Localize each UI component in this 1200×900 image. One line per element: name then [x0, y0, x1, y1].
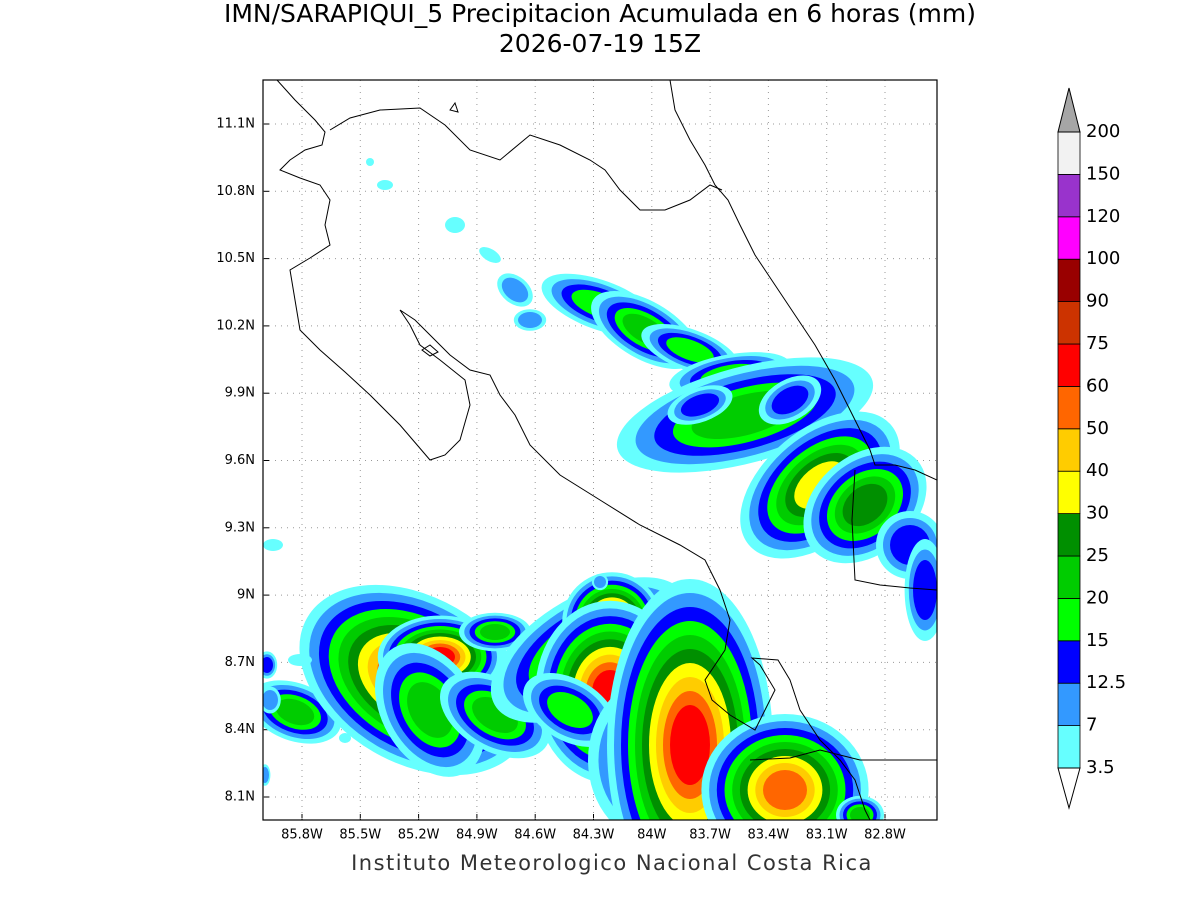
colorbar-label: 3.5: [1086, 757, 1115, 778]
colorbar-box: [1057, 428, 1081, 472]
rain-area: [913, 560, 937, 620]
colorbar-box: [1057, 216, 1081, 260]
colorbar-box: [1057, 682, 1081, 727]
lat-tick-label: 8.4N: [225, 722, 255, 737]
colorbar-box: [1057, 385, 1081, 430]
rain-area: [518, 312, 542, 328]
colorbar-box: [1057, 725, 1081, 769]
lat-tick-label: 9.9N: [225, 386, 255, 401]
colorbar-label: 30: [1086, 503, 1109, 524]
colorbar-box: [1057, 258, 1081, 303]
rain-area: [263, 539, 283, 551]
coastlines: [276, 80, 937, 820]
lat-tick-label: 9.6N: [225, 453, 255, 468]
colorbar-label: 50: [1086, 418, 1109, 439]
colorbar-box: [1057, 555, 1081, 599]
colorbar-label: 75: [1086, 333, 1109, 354]
lon-tick-label: 83.1W: [806, 828, 848, 843]
rain-area: [366, 158, 374, 166]
rain-area: [263, 690, 278, 710]
colorbar-box: [1057, 301, 1081, 345]
rain-area: [771, 385, 809, 415]
colorbar-box: [1057, 598, 1081, 642]
colorbar-box: [1057, 131, 1081, 175]
title: IMN/SARAPIQUI_5 Precipitacion Acumulada …: [224, 0, 976, 28]
subtitle: 2026-07-19 15Z: [499, 29, 701, 58]
colorbar-box: [1057, 173, 1081, 218]
lat-tick-label: 11.1N: [216, 117, 255, 132]
rain-area: [666, 337, 714, 363]
lat-tick-label: 9.3N: [225, 520, 255, 535]
lat-tick-label: 9N: [237, 588, 255, 603]
colorbar-label: 25: [1086, 545, 1109, 566]
rain-area: [263, 767, 269, 783]
lon-tick-label: 85.8W: [281, 828, 323, 843]
lon-tick-label: 84.3W: [573, 828, 615, 843]
grid: 11.1N 10.8N 10.5N 10.2N 9.9N 9.6N 9.3N 9N 8.7N 8.…: [216, 80, 937, 843]
colorbar-label: 20: [1086, 587, 1109, 608]
rain-area: [288, 654, 312, 666]
colorbar-box: [1057, 640, 1081, 684]
precipitation: [263, 158, 937, 820]
map-frame: [262, 79, 938, 821]
colorbar-box: [1057, 343, 1081, 387]
rain-area: [547, 691, 593, 729]
colorbar-label: 150: [1086, 163, 1120, 184]
colorbar-over: [1057, 87, 1081, 133]
lon-tick-label: 85.5W: [339, 828, 381, 843]
lon-tick-label: 84.6W: [514, 828, 556, 843]
lon-tick-label: 85.2W: [398, 828, 440, 843]
rain-area: [445, 217, 465, 233]
rain-area: [501, 277, 529, 303]
colorbar-label: 40: [1086, 460, 1109, 481]
lon-tick-label: 84W: [637, 828, 667, 843]
colorbar-box: [1057, 513, 1081, 557]
colorbar-label: 7: [1086, 715, 1097, 736]
rain-area: [680, 393, 720, 417]
rain-area: [763, 770, 807, 810]
lon-tick-label: 83.7W: [689, 828, 731, 843]
rain-area: [480, 624, 510, 640]
lat-tick-label: 8.1N: [225, 790, 255, 805]
lat-tick-label: 10.2N: [216, 318, 255, 333]
colorbar-label: 120: [1086, 206, 1120, 227]
rain-area: [594, 576, 606, 588]
colorbar-label: 60: [1086, 375, 1109, 396]
lat-tick-label: 8.7N: [225, 655, 255, 670]
rain-area: [263, 657, 273, 673]
colorbar-box: [1057, 470, 1081, 515]
colorbar-label: 90: [1086, 291, 1109, 312]
lon-tick-label: 82.8W: [864, 828, 906, 843]
lat-tick-label: 10.8N: [216, 184, 255, 199]
lon-tick-label: 83.4W: [747, 828, 789, 843]
rain-area: [339, 733, 351, 743]
colorbar-under: [1057, 767, 1081, 810]
lon-tick-label: 84.9W: [456, 828, 498, 843]
lat-tick-label: 10.5N: [216, 251, 255, 266]
colorbar-label: 200: [1086, 121, 1120, 142]
rain-area: [479, 247, 501, 263]
colorbar-label: 15: [1086, 630, 1109, 651]
rain-area: [275, 698, 315, 726]
colorbar-label: 12.5: [1086, 672, 1126, 693]
footer: Instituto Meteorologico Nacional Costa R…: [351, 851, 873, 875]
colorbar: 3.5 7 12.5 15 20 25 30 40 50 60 75 90 100 120 150 200: [1057, 87, 1126, 810]
rain-area: [670, 705, 710, 785]
rain-area: [377, 180, 393, 190]
colorbar-label: 100: [1086, 248, 1120, 269]
